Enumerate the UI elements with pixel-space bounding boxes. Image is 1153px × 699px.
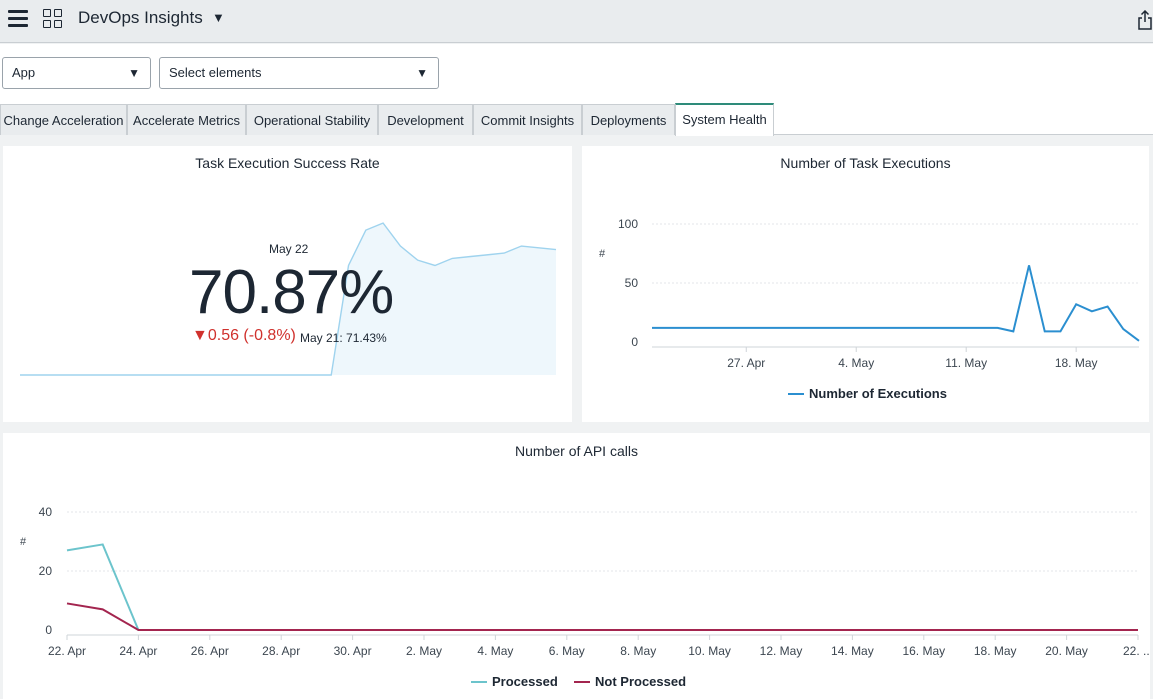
success-rate-title: Task Execution Success Rate — [195, 155, 380, 171]
menu-icon[interactable] — [8, 10, 28, 28]
elements-select[interactable]: Select elements ▼ — [159, 57, 439, 89]
x-tick-label: 30. Apr — [334, 644, 372, 658]
processed-series-line — [66, 543, 1138, 631]
tab-operational-stability[interactable]: Operational Stability — [246, 104, 378, 135]
dashboard-title[interactable]: DevOps Insights — [78, 8, 203, 27]
sparkline-tooltip-date: May 22 — [269, 242, 309, 256]
x-tick-label: 16. May — [902, 644, 945, 658]
chevron-down-icon: ▼ — [416, 66, 428, 80]
down-arrow-icon: ▼ — [192, 327, 208, 344]
x-tick-label: 12. May — [760, 644, 803, 658]
x-tick-label: 24. Apr — [119, 644, 157, 658]
x-tick-label: 4. May — [838, 356, 874, 370]
y-tick-label: 20 — [39, 564, 53, 578]
legend-not-processed-label: Not Processed — [595, 674, 686, 689]
x-tick-label: 22. ... — [1123, 644, 1150, 658]
api-calls-card: Number of API calls 0 20 40 #22. Apr 24. Apr… — [3, 433, 1150, 699]
y-tick-label: 100 — [618, 217, 638, 231]
sparkline-line — [20, 222, 557, 376]
elements-select-value: Select elements — [169, 65, 262, 80]
success-rate-value: 70.87% — [189, 258, 394, 327]
y-tick-label: 50 — [625, 276, 639, 290]
legend-executions-label: Number of Executions — [809, 386, 947, 401]
x-tick-label: 20. May — [1045, 644, 1088, 658]
app-select[interactable]: App ▼ — [2, 57, 151, 89]
x-tick-label: 14. May — [831, 644, 874, 658]
app-select-value: App — [12, 65, 36, 80]
success-rate-previous: May 21: 71.43% — [300, 331, 387, 345]
tab-accelerate-metrics[interactable]: Accelerate Metrics — [127, 104, 246, 135]
filter-bar: App ▼ Select elements ▼ — [0, 44, 1153, 103]
x-tick-label: 28. Apr — [262, 644, 300, 658]
tab-bar: Change Acceleration Accelerate Metrics O… — [0, 103, 1153, 136]
dashboard-dropdown-caret-icon[interactable]: ▼ — [212, 10, 225, 25]
x-tick-label: 6. May — [549, 644, 585, 658]
y-axis-label: # — [20, 536, 27, 548]
task-executions-title: Number of Task Executions — [780, 155, 951, 171]
task-executions-chart: 0 50 100 #27. Apr 4. May 11. May 18. May Number… — [599, 217, 1140, 401]
dashboard-grid-icon[interactable] — [43, 9, 63, 29]
x-tick-label: 27. Apr — [727, 356, 765, 370]
legend-processed-label: Processed — [492, 674, 558, 689]
y-tick-label: 0 — [631, 335, 638, 349]
success-rate-card: Task Execution Success Rate May 22 70.87… — [3, 146, 572, 422]
x-tick-label: 26. Apr — [191, 644, 229, 658]
executions-series-line — [652, 265, 1140, 342]
sparkline-area — [331, 223, 556, 375]
x-tick-label: 22. Apr — [48, 644, 86, 658]
x-tick-label: 11. May — [945, 356, 987, 370]
api-calls-chart: 0 20 40 #22. Apr 24. Apr 26. Apr 28. Apr 30. Ap… — [20, 505, 1150, 689]
x-tick-label: 4. May — [477, 644, 513, 658]
success-rate-change-value: 0.56 (-0.8%) — [207, 327, 296, 344]
top-bar: DevOps Insights ▼ — [0, 0, 1153, 43]
tab-commit-insights[interactable]: Commit Insights — [473, 104, 582, 135]
tab-development[interactable]: Development — [378, 104, 473, 135]
y-axis-label: # — [599, 248, 606, 260]
task-executions-card: Number of Task Executions 0 50 100 #27. Apr… — [582, 146, 1149, 422]
share-icon[interactable] — [1138, 10, 1152, 30]
x-tick-label: 10. May — [688, 644, 731, 658]
x-tick-label: 18. May — [1055, 356, 1098, 370]
y-tick-label: 40 — [39, 505, 53, 519]
tab-change-acceleration[interactable]: Change Acceleration — [0, 104, 127, 135]
tab-system-health[interactable]: System Health — [675, 103, 774, 136]
x-tick-label: 2. May — [406, 644, 442, 658]
success-rate-sparkline — [20, 222, 557, 376]
success-rate-change: ▼0.56 (-0.8%) — [192, 327, 296, 345]
y-tick-label: 0 — [45, 623, 52, 637]
api-calls-title: Number of API calls — [515, 443, 638, 459]
x-tick-label: 8. May — [620, 644, 656, 658]
not-processed-series-line — [66, 602, 1138, 631]
tab-deployments[interactable]: Deployments — [582, 104, 675, 135]
x-tick-label: 18. May — [974, 644, 1017, 658]
chevron-down-icon: ▼ — [128, 66, 140, 80]
